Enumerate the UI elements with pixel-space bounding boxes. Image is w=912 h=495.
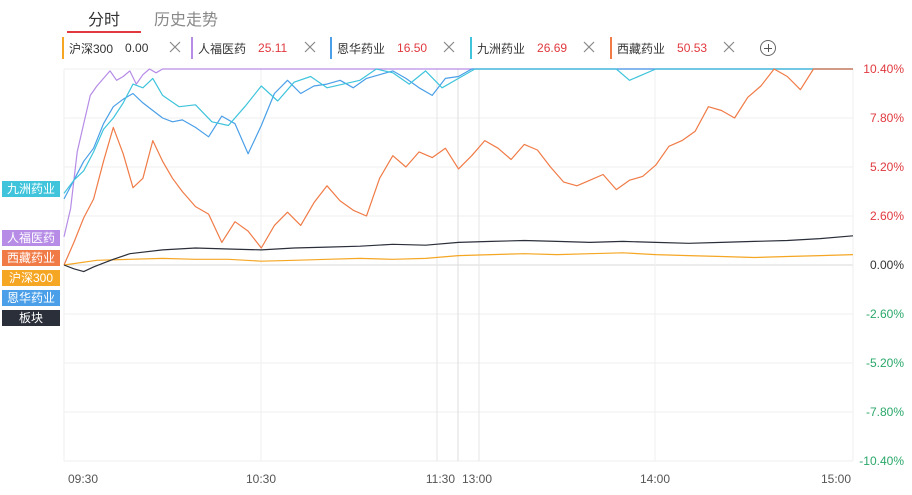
close-icon[interactable] <box>442 40 456 54</box>
tab-intraday[interactable]: 分时 <box>88 12 121 29</box>
y-tick-label: -5.20% <box>866 356 904 370</box>
x-tick-label: 13:00 <box>462 472 492 486</box>
x-tick-label: 11:30 <box>426 472 455 486</box>
series-line <box>63 235 854 273</box>
legend-item-renfu[interactable]: 人福医药 25.11 <box>191 35 321 61</box>
legend-name: 沪深300 <box>69 41 114 56</box>
side-tag: 人福医药 <box>2 230 60 246</box>
legend-value: 50.53 <box>677 41 708 55</box>
add-comparison-icon[interactable] <box>760 40 776 56</box>
active-tab-indicator <box>67 31 141 33</box>
legend-color-bar <box>610 37 612 59</box>
y-tick-label: 10.40% <box>863 62 904 76</box>
y-tick-label: 2.60% <box>870 209 904 223</box>
close-icon[interactable] <box>582 40 596 54</box>
series-line <box>63 68 853 266</box>
x-tick-label: 10:30 <box>246 472 276 486</box>
side-tag: 恩华药业 <box>2 290 60 306</box>
legend-color-bar <box>470 37 472 59</box>
y-tick-label: -10.40% <box>859 454 904 468</box>
legend-name: 恩华药业 <box>337 41 386 56</box>
legend-color-bar <box>191 37 193 59</box>
x-tick-label: 09:30 <box>68 472 98 486</box>
side-tag: 板块 <box>2 310 60 326</box>
legend-item-hs300[interactable]: 沪深300 0.00 <box>62 35 186 61</box>
legend-value: 25.11 <box>258 41 288 55</box>
x-tick-label: 14:00 <box>640 472 670 486</box>
side-tag: 九洲药业 <box>2 181 60 197</box>
legend-color-bar <box>62 37 64 59</box>
side-tag: 沪深300 <box>2 270 60 286</box>
tab-history-trend[interactable]: 历史走势 <box>154 12 219 29</box>
legend-item-xizang[interactable]: 西藏药业 50.53 <box>610 35 740 61</box>
tab-bar: 分时 历史走势 <box>0 0 912 34</box>
close-icon[interactable] <box>722 40 736 54</box>
y-tick-label: -7.80% <box>866 405 904 419</box>
close-icon[interactable] <box>168 40 182 54</box>
x-tick-label: 15:00 <box>821 472 851 486</box>
y-tick-label: -2.60% <box>866 307 904 321</box>
y-tick-label: 7.80% <box>870 111 904 125</box>
legend-name: 西藏药业 <box>617 41 666 56</box>
legend-item-jiuzhou[interactable]: 九洲药业 26.69 <box>470 35 600 61</box>
legend-value: 16.50 <box>397 41 428 55</box>
legend-value: 26.69 <box>537 41 568 55</box>
series-line <box>63 68 853 237</box>
legend-name: 人福医药 <box>198 41 247 56</box>
side-tag: 西藏药业 <box>2 250 60 266</box>
legend-name: 九洲药业 <box>477 41 526 56</box>
y-tick-label: 0.00% <box>870 258 904 272</box>
series-line <box>63 68 853 194</box>
y-tick-label: 5.20% <box>870 160 904 174</box>
series-line <box>63 252 854 266</box>
legend-item-enhua[interactable]: 恩华药业 16.50 <box>330 35 460 61</box>
legend-color-bar <box>330 37 332 59</box>
legend-value: 0.00 <box>125 41 149 55</box>
close-icon[interactable] <box>303 40 317 54</box>
legend-bar: 沪深300 0.00 人福医药 25.11 恩华药业 16.50 九洲药业 26… <box>56 35 856 61</box>
